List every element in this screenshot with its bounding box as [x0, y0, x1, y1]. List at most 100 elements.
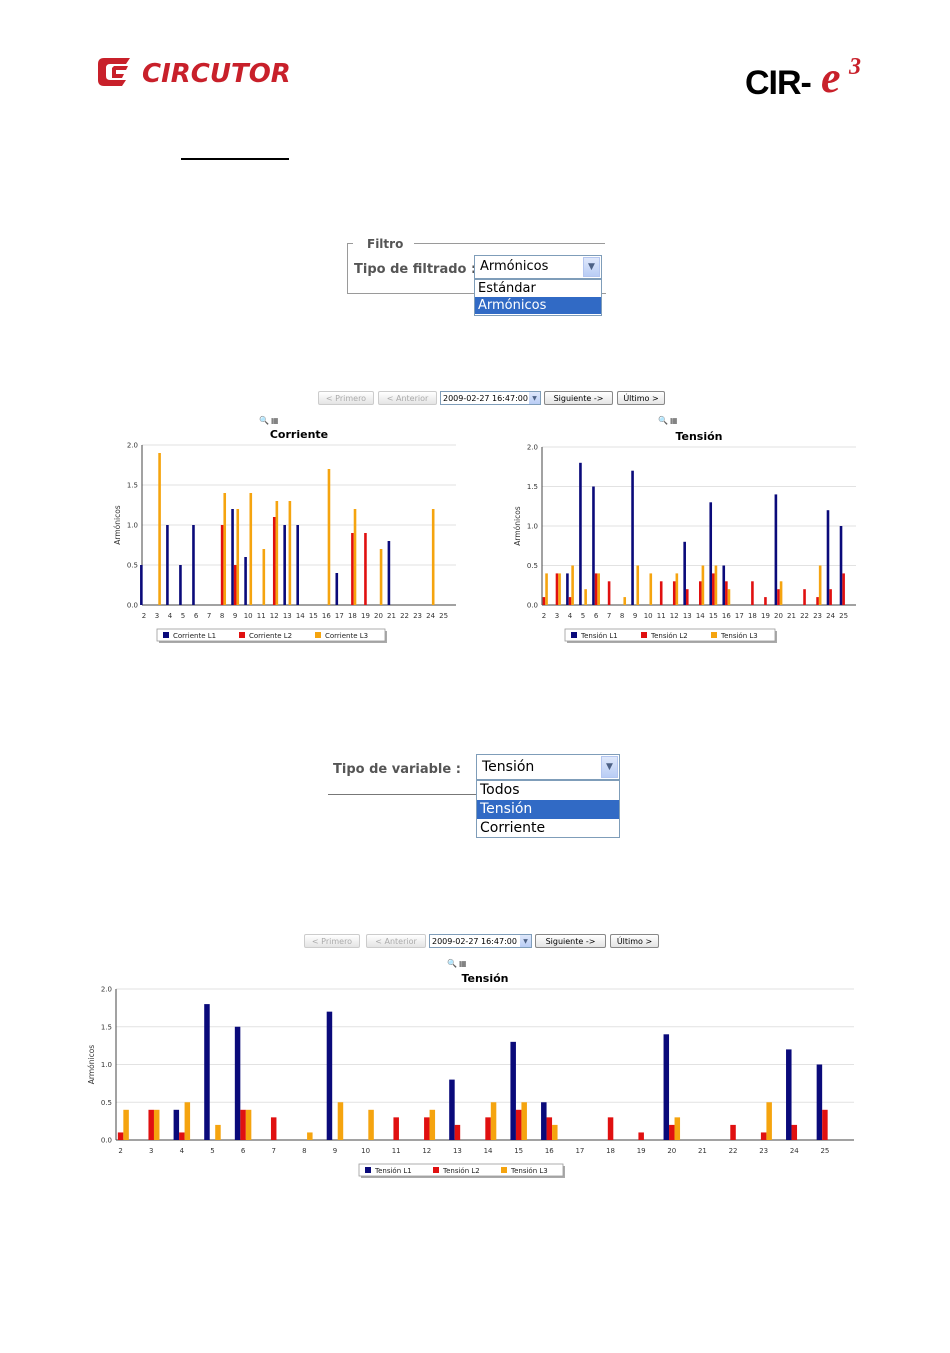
x-tick-label: 23 — [759, 1147, 768, 1155]
bar — [766, 1102, 772, 1140]
x-tick-label: 19 — [361, 612, 370, 620]
chevron-down-icon[interactable]: ▼ — [520, 935, 531, 947]
circutor-wordmark: CIRCUTOR — [142, 59, 291, 89]
x-tick-label: 10 — [644, 612, 653, 620]
chevron-down-icon[interactable]: ▼ — [583, 257, 600, 277]
bar — [123, 1109, 129, 1140]
bar — [542, 597, 546, 605]
date-select[interactable]: 2009-02-27 16:47:00 ▼ — [440, 391, 541, 405]
date-select[interactable]: 2009-02-27 16:47:00 ▼ — [429, 934, 532, 948]
bar — [826, 510, 830, 605]
bar — [326, 1011, 333, 1140]
x-tick-label: 13 — [453, 1147, 462, 1155]
zoom-icon[interactable]: 🔍 — [658, 416, 668, 425]
bar — [764, 597, 767, 605]
legend-label: Tensión L3 — [720, 632, 758, 640]
filter-option-armonicos[interactable]: Armónicos — [475, 297, 601, 314]
chart-title: Corriente — [270, 428, 328, 441]
bar — [607, 581, 611, 605]
bar — [148, 1109, 154, 1140]
bar — [275, 501, 279, 605]
variable-option-tension[interactable]: Tensión — [477, 800, 619, 819]
x-tick-label: 10 — [244, 612, 253, 620]
bar — [685, 589, 689, 605]
cir-e: e — [821, 53, 841, 102]
bar — [579, 462, 582, 605]
next-button[interactable]: Siguiente -> — [535, 934, 606, 948]
zoom-icon[interactable]: 🔍 — [259, 416, 269, 425]
previous-button[interactable]: < Anterior — [366, 934, 426, 948]
legend-label: Tensión L1 — [374, 1167, 412, 1175]
bar — [204, 1004, 210, 1140]
chart-tools: 🔍 ▦ — [447, 959, 467, 968]
first-button[interactable]: < Primero — [304, 934, 360, 948]
x-tick-label: 5 — [181, 612, 185, 620]
filter-option-estandar[interactable]: Estándar — [478, 281, 536, 296]
zoom-icon[interactable]: 🔍 — [447, 959, 457, 968]
variable-option-corriente[interactable]: Corriente — [480, 820, 546, 836]
cir-e3-logo: CIR- e 3 — [745, 53, 875, 102]
x-tick-label: 8 — [220, 612, 224, 620]
bar — [223, 493, 227, 605]
bar — [638, 1132, 644, 1140]
bar — [220, 525, 224, 605]
y-tick-label: 1.0 — [527, 523, 538, 531]
bar — [774, 494, 778, 605]
bar — [454, 1124, 461, 1140]
x-tick-label: 8 — [302, 1147, 306, 1155]
table-icon[interactable]: ▦ — [458, 959, 467, 968]
bar — [485, 1117, 491, 1140]
bar — [117, 1132, 124, 1140]
bar — [327, 469, 331, 605]
bar — [541, 1102, 547, 1140]
chart-tools: 🔍 ▦ — [658, 416, 678, 425]
y-tick-label: 0.0 — [101, 1137, 112, 1145]
fieldset-border — [414, 243, 605, 244]
legend-swatch — [239, 632, 245, 638]
y-axis-label: Armónicos — [113, 505, 122, 545]
chart-tools: 🔍 ▦ — [259, 416, 279, 425]
bar — [272, 517, 276, 605]
date-value: 2009-02-27 16:47:00 — [432, 936, 517, 946]
bar — [777, 589, 780, 605]
first-button[interactable]: < Primero — [318, 391, 374, 405]
next-button[interactable]: Siguiente -> — [544, 391, 613, 405]
x-tick-label: 15 — [514, 1147, 523, 1155]
previous-button[interactable]: < Anterior — [378, 391, 437, 405]
bar — [597, 573, 600, 605]
table-icon[interactable]: ▦ — [270, 416, 279, 425]
y-tick-label: 2.0 — [527, 444, 538, 452]
bar — [184, 1102, 191, 1140]
bar — [368, 1109, 374, 1140]
x-tick-label: 9 — [333, 1147, 337, 1155]
x-tick-label: 24 — [426, 612, 435, 620]
last-button[interactable]: Último > — [610, 934, 659, 948]
bar — [262, 549, 266, 605]
x-tick-label: 16 — [722, 612, 731, 620]
bar — [379, 549, 383, 605]
bar — [140, 565, 143, 605]
legend-label: Tensión L3 — [510, 1167, 548, 1175]
bar — [521, 1102, 527, 1140]
bar — [791, 1124, 798, 1140]
x-tick-label: 17 — [735, 612, 744, 620]
legend-label: Tensión L1 — [580, 632, 618, 640]
table-icon[interactable]: ▦ — [669, 416, 678, 425]
variable-type-select[interactable]: Tensión ▼ — [476, 754, 620, 780]
chevron-down-icon[interactable]: ▼ — [601, 756, 618, 778]
bar — [674, 1117, 681, 1140]
filter-selected-value: Armónicos — [480, 259, 549, 274]
heading-underline — [181, 158, 289, 160]
x-tick-label: 22 — [729, 1147, 738, 1155]
x-tick-label: 12 — [270, 612, 279, 620]
legend-swatch — [571, 632, 577, 638]
filter-type-select[interactable]: Armónicos ▼ — [474, 255, 602, 279]
last-button[interactable]: Último > — [617, 391, 665, 405]
bar — [244, 557, 247, 605]
variable-option-todos[interactable]: Todos — [480, 782, 520, 798]
chevron-down-icon[interactable]: ▼ — [529, 392, 540, 404]
bar — [179, 565, 182, 605]
x-tick-label: 21 — [387, 612, 396, 620]
